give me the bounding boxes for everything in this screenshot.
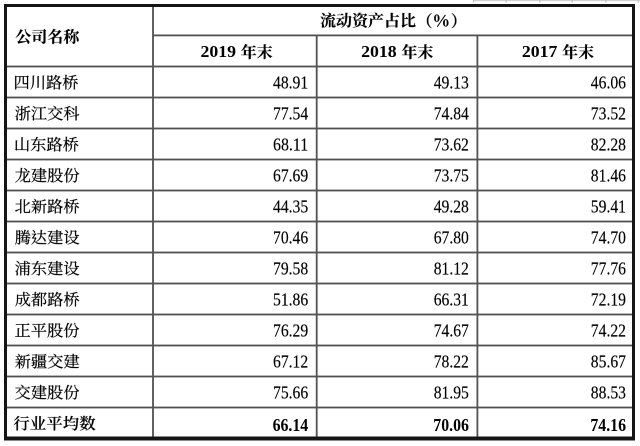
svg-text:73.62: 73.62 xyxy=(434,135,469,155)
svg-text:68.11: 68.11 xyxy=(273,135,308,155)
svg-text:49.13: 49.13 xyxy=(434,73,469,93)
svg-text:70.46: 70.46 xyxy=(273,228,308,248)
svg-text:77.54: 77.54 xyxy=(273,104,308,124)
svg-text:82.28: 82.28 xyxy=(591,135,626,155)
svg-text:44.35: 44.35 xyxy=(273,197,308,217)
svg-text:72.19: 72.19 xyxy=(591,290,626,310)
svg-text:70.06: 70.06 xyxy=(433,415,469,435)
svg-text:49.28: 49.28 xyxy=(434,197,469,217)
svg-text:67.69: 67.69 xyxy=(273,166,308,186)
svg-text:73.52: 73.52 xyxy=(591,104,626,124)
svg-text:74.84: 74.84 xyxy=(434,104,469,124)
svg-text:2018: 2018 xyxy=(361,42,397,61)
svg-text:77.76: 77.76 xyxy=(591,259,626,279)
svg-text:88.53: 88.53 xyxy=(591,383,626,403)
svg-text:46.06: 46.06 xyxy=(591,73,626,93)
svg-text:85.67: 85.67 xyxy=(591,352,626,372)
svg-text:2017: 2017 xyxy=(522,42,558,61)
svg-text:66.14: 66.14 xyxy=(273,415,309,435)
svg-text:48.91: 48.91 xyxy=(273,73,308,93)
svg-text:73.75: 73.75 xyxy=(434,166,469,186)
svg-text:81.46: 81.46 xyxy=(591,166,626,186)
svg-text:59.41: 59.41 xyxy=(591,197,626,217)
svg-text:81.95: 81.95 xyxy=(434,383,469,403)
svg-text:79.58: 79.58 xyxy=(273,259,308,279)
svg-text:2019: 2019 xyxy=(201,42,237,61)
svg-text:74.22: 74.22 xyxy=(591,321,626,341)
svg-text:74.67: 74.67 xyxy=(434,321,469,341)
svg-text:78.22: 78.22 xyxy=(434,352,469,372)
svg-text:67.80: 67.80 xyxy=(434,228,469,248)
svg-text:81.12: 81.12 xyxy=(434,259,469,279)
svg-text:74.16: 74.16 xyxy=(590,415,626,435)
svg-text:66.31: 66.31 xyxy=(434,290,469,310)
svg-text:51.86: 51.86 xyxy=(273,290,308,310)
svg-text:74.70: 74.70 xyxy=(591,228,626,248)
svg-text:67.12: 67.12 xyxy=(273,352,308,372)
svg-text:76.29: 76.29 xyxy=(273,321,308,341)
svg-text:75.66: 75.66 xyxy=(273,383,308,403)
